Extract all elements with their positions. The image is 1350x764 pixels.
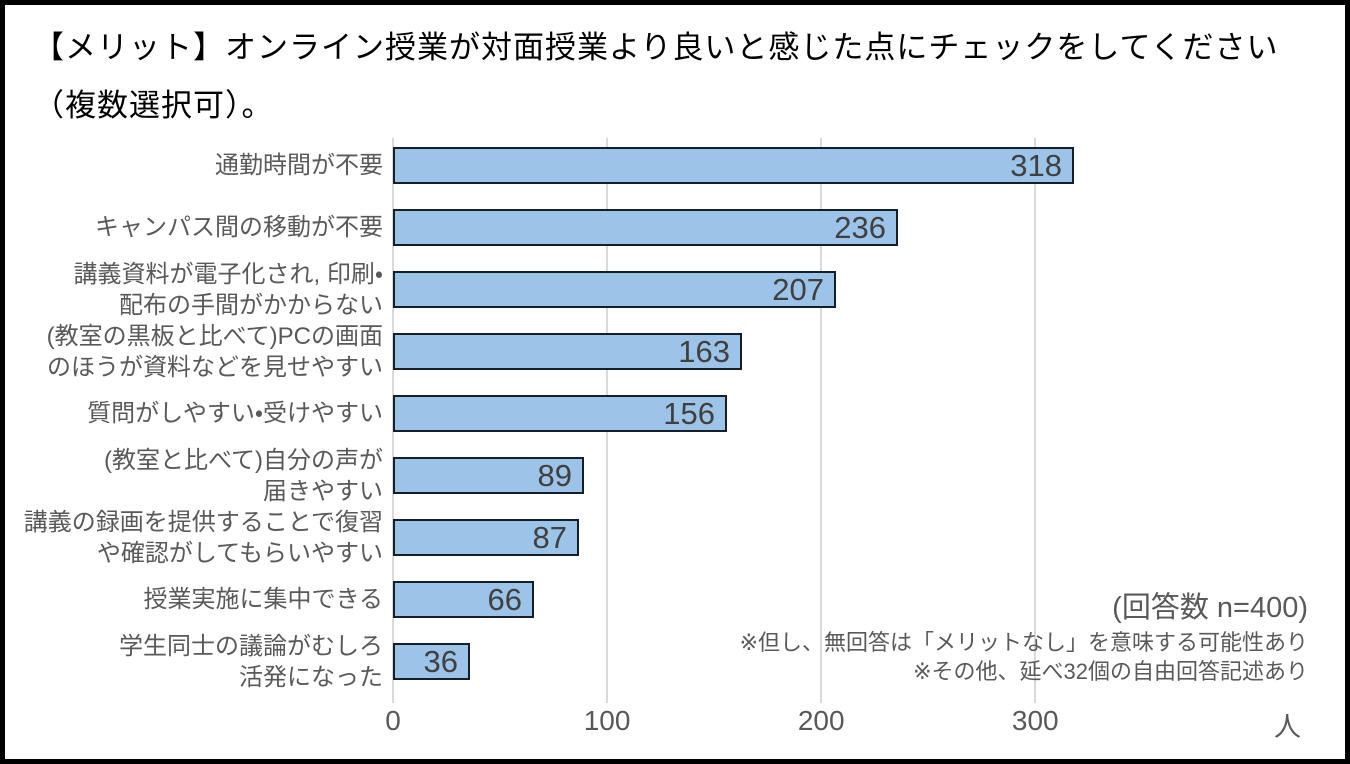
x-tick-label: 200 (797, 705, 845, 736)
category-label-line: や確認がしてもらいやすい (96, 540, 383, 567)
category-label-line: 講義の録画を提供することで復習 (23, 509, 383, 536)
value-label: 236 (834, 209, 886, 245)
x-tick-label: 300 (1011, 705, 1059, 736)
axis-tick (820, 695, 823, 703)
category-label: 授業実施に集中できる (13, 584, 383, 615)
note-annotation-1: ※但し、無回答は「メリットなし」を意味する可能性あり (739, 630, 1308, 655)
category-label-line: 届きやすい (263, 478, 383, 505)
category-label: 講義資料が電子化され, 印刷・配布の手間がかからない (13, 259, 384, 321)
value-label: 318 (1010, 147, 1062, 183)
x-axis-unit-label: 人 (1274, 712, 1301, 742)
note-annotation-2: ※その他、延べ32個の自由回答記述あり (913, 659, 1308, 684)
gridline (820, 138, 823, 695)
category-label: 講義の録画を提供することで復習や確認がしてもらいやすい (13, 507, 383, 569)
value-label: 87 (532, 519, 567, 555)
value-label: 163 (678, 333, 730, 369)
bar: 236 (393, 209, 898, 246)
respondents-annotation: (回答数 n=400) (1112, 592, 1308, 624)
category-label-line: 授業実施に集中できる (143, 586, 383, 613)
chart-title-line2: （複数選択可）。 (33, 88, 274, 123)
category-label-line: キャンパス間の移動が不要 (95, 214, 383, 241)
bar: 66 (393, 581, 534, 618)
category-label-line: のほうが資料などを見せやすい (47, 354, 383, 381)
category-label-line: 学生同士の議論がむしろ (119, 633, 383, 660)
category-label-line: 質問がしやすい・受けやすい (87, 400, 383, 427)
value-label: 66 (487, 581, 522, 617)
chart-title-line1: 【メリット】オンライン授業が対面授業より良いと感じた点にチェックをしてください (33, 30, 1279, 65)
bar: 87 (393, 519, 579, 556)
gridline (1034, 138, 1037, 695)
category-label: キャンパス間の移動が不要 (13, 212, 383, 243)
axis-tick (1034, 695, 1037, 703)
axis-tick (606, 695, 609, 703)
category-label-line: 活発になった (239, 664, 383, 691)
category-label-line: (教室の黒板と比べて)PCの画面 (46, 323, 383, 350)
value-label: 36 (423, 643, 458, 679)
category-label-line: (教室と比べて)自分の声が (103, 447, 383, 474)
category-label-line: 通勤時間が不要 (215, 152, 383, 179)
category-label-line: 配布の手間がかからない (119, 292, 383, 319)
bar: 89 (393, 457, 584, 494)
bar: 163 (393, 333, 742, 370)
bar: 156 (393, 395, 727, 432)
category-label: 通勤時間が不要 (13, 150, 383, 181)
bar: 207 (393, 271, 836, 308)
axis-tick (392, 695, 394, 703)
category-label: (教室の黒板と比べて)PCの画面 のほうが資料などを見せやすい (13, 321, 383, 383)
plot-area: 318 236 207 163 156 89 87 66 36 (392, 138, 1320, 703)
category-label: 学生同士の議論がむしろ活発になった (13, 631, 383, 693)
value-label: 89 (537, 457, 572, 493)
chart-title: 【メリット】オンライン授業が対面授業より良いと感じた点にチェックをしてください … (33, 19, 1279, 135)
category-label: 質問がしやすい・受けやすい (13, 398, 383, 429)
bar: 36 (393, 643, 470, 680)
x-tick-label: 100 (583, 705, 631, 736)
value-label: 156 (663, 395, 715, 431)
category-label: (教室と比べて)自分の声が届きやすい (13, 445, 383, 507)
value-label: 207 (772, 271, 824, 307)
category-label-line: 講義資料が電子化され, 印刷・ (73, 261, 384, 288)
x-tick-label: 0 (385, 705, 401, 736)
bar: 318 (393, 147, 1074, 184)
